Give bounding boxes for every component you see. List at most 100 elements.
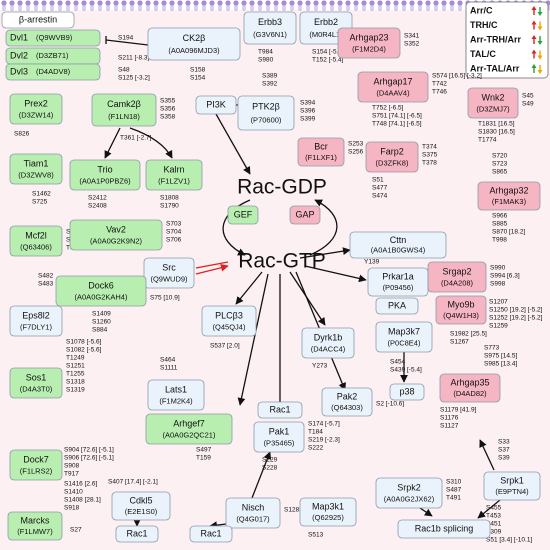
- node-label: Myo9b: [447, 300, 474, 310]
- node-box: [243, 11, 297, 45]
- site-label: S477: [372, 185, 388, 192]
- node-box: [9, 305, 63, 337]
- node-label: Cttn: [390, 235, 407, 245]
- node-id: (F1M2D4): [352, 45, 386, 54]
- node-id: (M0R4L1): [309, 30, 343, 39]
- legend-arrow: [537, 7, 543, 16]
- site-label: S454: [390, 359, 406, 366]
- site-label: S980: [258, 57, 274, 64]
- node-box: [357, 71, 429, 103]
- node-label: PI3K: [206, 99, 226, 109]
- node-id: (F1LRS2): [20, 467, 53, 476]
- legend-label: Arr-TRH/Arr: [470, 34, 522, 44]
- node-label: Prex2: [24, 98, 48, 108]
- node-box: [91, 93, 157, 127]
- site-label: S2408: [88, 203, 107, 210]
- node-label: Camk2β: [107, 99, 141, 109]
- node-id: (P35465): [264, 439, 295, 448]
- site-label: S706: [166, 237, 182, 244]
- site-label: T917: [64, 471, 79, 478]
- site-label: T984: [258, 49, 273, 56]
- site-label: S1982 [25.5]: [450, 331, 487, 338]
- node-box: [301, 327, 355, 359]
- node-label: Dyrk1b: [314, 332, 343, 342]
- site-label: S1319: [66, 387, 85, 394]
- site-label: S229: [262, 457, 278, 464]
- node-id: (Q9WVB9): [36, 33, 73, 42]
- site-label: S1318: [66, 379, 85, 386]
- site-label: S309: [486, 529, 502, 536]
- rac-gdp: Rac-GDP: [237, 176, 327, 199]
- node-label: Dvl2: [10, 50, 28, 60]
- site-label: S826: [14, 131, 30, 138]
- site-label: T152 [-5.4]: [312, 57, 344, 64]
- node-id: (D4ACC4): [311, 345, 346, 354]
- node-id: (D4A3T0): [20, 385, 53, 394]
- site-label: S37: [498, 447, 510, 454]
- site-label: S455: [486, 505, 502, 512]
- site-label: S154 [-5.4]: [312, 49, 344, 56]
- node-box: [5, 29, 101, 47]
- site-label: S389: [262, 73, 278, 80]
- site-label: S1127: [440, 423, 459, 430]
- membrane: [0, 0, 550, 11]
- node-box: [189, 525, 233, 543]
- node-id: (A0A0G2K9N2): [90, 237, 143, 246]
- site-label: S994 [6.3]: [490, 273, 520, 280]
- site-label: T1831 [16.5]: [478, 121, 515, 128]
- node-id: (Q45QJ4): [213, 323, 246, 332]
- site-label: S870 [18.2]: [492, 229, 525, 236]
- node-label: Cdkl5: [129, 496, 152, 506]
- node-id: (Q62925): [312, 513, 344, 522]
- node-label: Pak2: [337, 392, 358, 402]
- node-label: PKA: [388, 300, 406, 310]
- node-box: [439, 373, 501, 403]
- node-box: [147, 379, 205, 411]
- node-label: Marcks: [21, 516, 50, 526]
- site-label: S407 [17.4] [-2.1]: [108, 479, 158, 486]
- node-id: (E9PTN4): [495, 487, 529, 496]
- site-label: S725: [32, 199, 48, 206]
- node-id: (F1LZV1): [158, 177, 190, 186]
- arrow: [105, 36, 149, 46]
- site-label: S1808: [160, 195, 179, 202]
- node-label: Lats1: [165, 384, 187, 394]
- arrow: [222, 199, 251, 256]
- site-label: S1078 [-5.6]: [66, 339, 102, 346]
- node-box: [143, 257, 195, 289]
- legend-arrow: [531, 49, 537, 59]
- site-label: S439 [-5.4]: [390, 367, 422, 374]
- site-label: T491: [446, 495, 461, 502]
- arrow: [237, 273, 269, 406]
- node-id: (Q4W1H3): [443, 311, 479, 320]
- site-label: S1176: [440, 415, 459, 422]
- node-box: [201, 305, 257, 337]
- node-box: [237, 95, 295, 131]
- site-label: S1252 [19.2] [-5.2]: [489, 315, 543, 322]
- site-label: S998: [490, 281, 506, 288]
- arrow: [104, 127, 121, 159]
- site-label: S49: [522, 101, 534, 108]
- site-label: S1250 [19.2] [-5.2]: [489, 307, 543, 314]
- node-box: [483, 471, 541, 501]
- node-id: (D3ZW14): [19, 111, 54, 120]
- site-label: S904 [72.6] [-5.1]: [64, 447, 114, 454]
- node-label: Prkar1a: [382, 272, 414, 282]
- site-label: S487: [446, 487, 462, 494]
- node-id: (A0A0G2QC21): [163, 431, 216, 440]
- site-label: S1111: [160, 365, 178, 372]
- node-box: [69, 219, 163, 251]
- arrow: [251, 451, 272, 499]
- site-label: S474: [372, 193, 388, 200]
- site-label: S723: [492, 161, 508, 168]
- legend-label: TRH/C: [470, 20, 498, 30]
- site-label: Y273: [312, 363, 328, 370]
- node-id: (A0A0G2JX62): [384, 495, 435, 504]
- node-id: (D3ZB71): [36, 51, 69, 60]
- node-label: CK2β: [183, 33, 206, 43]
- site-label: S720: [492, 153, 508, 160]
- node-label: Mcf2l: [25, 230, 47, 240]
- node-label: Map3k7: [388, 326, 420, 336]
- site-label: S451: [486, 521, 502, 528]
